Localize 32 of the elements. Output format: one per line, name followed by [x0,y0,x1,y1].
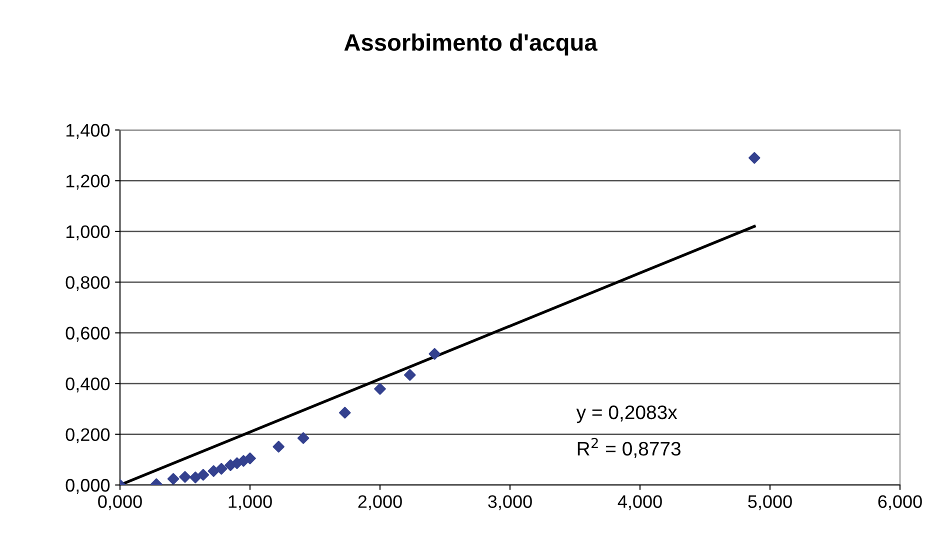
y-tick-label: 1,000 [66,225,110,240]
y-tick-label: 0,400 [66,378,110,392]
x-tick-label: 2,000 [358,495,402,510]
y-tick-label: 0,200 [66,428,110,444]
point [374,383,386,395]
point [297,432,310,444]
x-tick-label: 1,000 [228,495,272,510]
point [272,440,284,453]
point [748,152,760,164]
point [339,406,351,419]
x-tick-label: 4,000 [618,495,662,510]
x-tick-label: 0,000 [98,495,142,510]
chart-title: Assorbimento d'acqua [344,34,598,56]
point [208,465,220,477]
point [167,473,180,485]
point [216,462,228,475]
x-tick-label: 6,000 [878,495,922,510]
y-tick-label: 0,600 [66,326,110,342]
y-tick-label: 0,000 [66,478,110,494]
point [197,468,210,481]
point [404,369,416,381]
x-tick-label: 5,000 [748,495,792,510]
point [179,470,191,483]
annotation: y = 0,2083x [576,405,678,424]
point [244,452,256,464]
y-tick-label: 1,200 [66,174,110,190]
point [190,472,202,484]
x-tick-label: 3,000 [488,495,532,510]
y-tick-label: 1,400 [66,124,110,139]
annotation: R$^{2}$ = 0,8773 [578,438,680,458]
y-tick-label: 0,800 [66,276,110,291]
point [428,348,440,360]
